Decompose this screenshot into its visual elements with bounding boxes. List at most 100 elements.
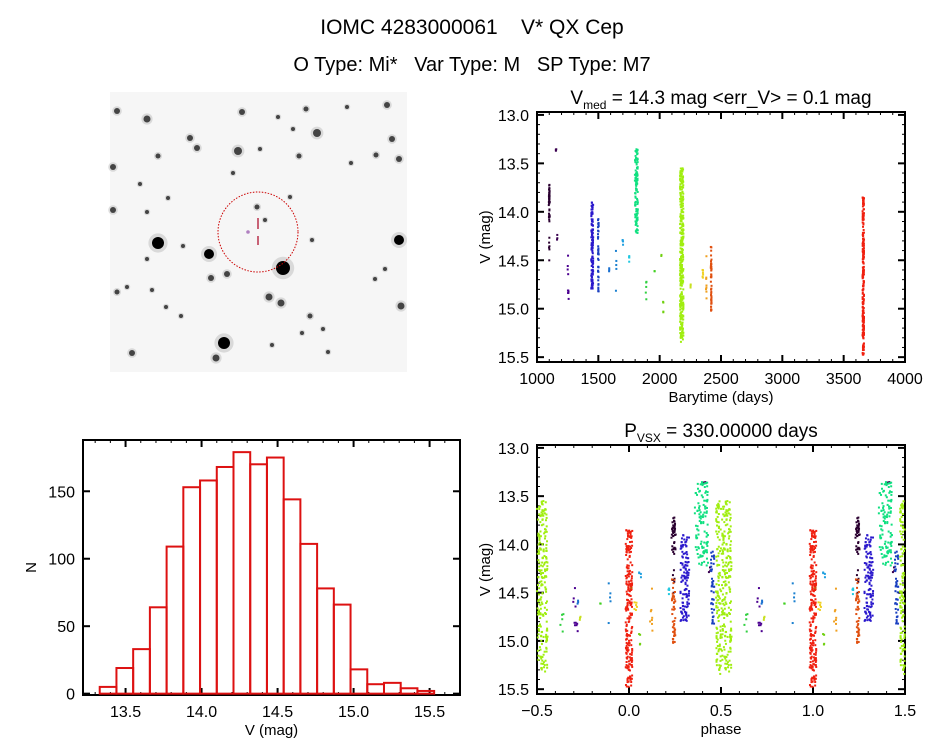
phased-point: [543, 666, 546, 669]
star: [110, 207, 116, 213]
lightcurve-point: [597, 283, 600, 286]
phased-point: [705, 564, 708, 567]
phased-point: [626, 667, 629, 670]
lightcurve-point: [660, 254, 663, 257]
phased-point: [857, 577, 860, 580]
phased-point: [885, 545, 888, 548]
phased-point: [685, 593, 688, 596]
phased-point: [814, 579, 817, 582]
lightcurve-point: [554, 149, 557, 152]
lightcurve-point: [636, 157, 639, 160]
phased-point: [574, 605, 577, 608]
phased-point: [812, 572, 815, 575]
phased-point: [809, 651, 812, 654]
phased-point: [902, 602, 905, 605]
phased-point: [681, 574, 684, 577]
x-tick-label: 4000: [887, 371, 923, 388]
phased-point: [883, 511, 886, 514]
phased-point: [710, 590, 713, 593]
histogram-bar: [265, 456, 285, 695]
star: [321, 327, 325, 331]
phased-point: [577, 599, 580, 602]
phased-point: [856, 594, 859, 597]
phased-point: [810, 603, 813, 606]
phased-point: [809, 590, 812, 593]
phased-point: [673, 527, 676, 530]
lightcurve-point: [862, 212, 865, 215]
phased-point: [812, 656, 815, 659]
phased-point: [721, 549, 724, 552]
lightcurve-point: [548, 218, 551, 221]
lightcurve-point: [862, 225, 865, 228]
phased-point: [717, 507, 720, 510]
lightcurve-point: [680, 313, 683, 316]
phased-point: [628, 569, 631, 572]
phased-point: [728, 588, 731, 591]
lightcurve-point: [634, 159, 637, 162]
y-tick-label: 14.5: [498, 253, 529, 270]
phased-point: [699, 554, 702, 557]
phased-point: [720, 590, 723, 593]
lightcurve-point: [861, 298, 864, 301]
star: [150, 288, 154, 292]
phased-point: [724, 639, 727, 642]
phased-point: [706, 485, 709, 488]
lightcurve-point: [862, 253, 865, 256]
lightcurve-point: [660, 253, 663, 256]
phased-point: [703, 482, 706, 485]
lightcurve-point: [705, 277, 708, 280]
lightcurve-point: [635, 229, 638, 232]
phased-point: [857, 525, 860, 528]
phased-point: [540, 580, 543, 583]
phased-point: [881, 533, 884, 536]
phased-point: [727, 512, 730, 515]
star: [194, 145, 200, 151]
phased-point: [706, 500, 709, 503]
phased-point: [903, 550, 906, 553]
star: [389, 136, 395, 142]
lightcurve-point: [636, 161, 639, 164]
phased-point: [823, 576, 826, 579]
phased-point: [728, 670, 731, 673]
y-axis-label: V (mag): [477, 210, 494, 263]
phased-point: [890, 544, 893, 547]
phased-point: [716, 594, 719, 597]
phased-point: [810, 570, 813, 573]
phased-point: [888, 491, 891, 494]
phased-point: [897, 622, 900, 625]
phased-point: [883, 542, 886, 545]
phased-point: [720, 507, 723, 510]
phased-point: [819, 605, 822, 608]
phased-point: [722, 565, 725, 568]
phased-point: [890, 498, 893, 501]
phased-point: [815, 665, 818, 668]
lightcurve-point: [597, 219, 600, 222]
phased-point: [855, 526, 858, 529]
phased-point: [671, 528, 674, 531]
star: [300, 331, 304, 335]
phased-point: [895, 550, 898, 553]
phased-point: [719, 629, 722, 632]
phased-point: [725, 509, 728, 512]
lightcurve-point: [636, 148, 639, 151]
phased-point: [886, 481, 889, 484]
phased-point: [725, 576, 728, 579]
phased-point: [712, 556, 715, 559]
phased-point: [715, 604, 718, 607]
phased-point: [705, 510, 708, 513]
x-tick-label: 2500: [703, 371, 739, 388]
lightcurve-point: [679, 240, 682, 243]
phased-point: [716, 548, 719, 551]
lightcurve-point: [679, 283, 682, 286]
phased-point: [809, 606, 812, 609]
phased-point: [724, 524, 727, 527]
lightcurve-point: [662, 301, 665, 304]
sky-background: [110, 92, 407, 372]
lightcurve-point: [590, 259, 593, 262]
phased-point: [894, 562, 897, 565]
phased-point: [813, 659, 816, 662]
phased-point: [724, 584, 727, 587]
phased-point: [684, 568, 687, 571]
phased-point: [638, 571, 641, 574]
phased-point: [627, 545, 630, 548]
